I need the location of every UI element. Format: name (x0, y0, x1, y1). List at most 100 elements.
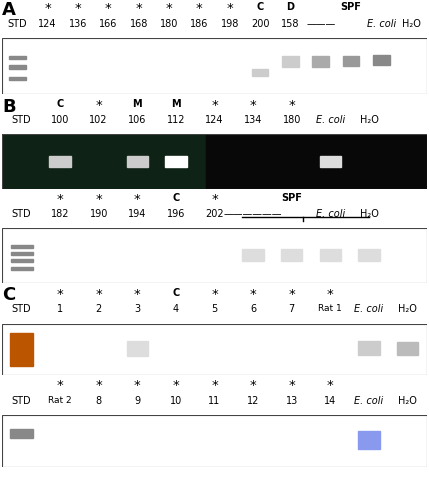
Text: 1: 1 (57, 304, 63, 314)
Text: 182: 182 (51, 209, 69, 219)
Text: 11: 11 (208, 396, 221, 406)
Bar (281, 249, 302, 261)
Text: *: * (196, 2, 203, 15)
Text: *: * (211, 192, 218, 205)
Text: *: * (250, 379, 257, 392)
Bar (358, 249, 380, 261)
Text: 158: 158 (281, 19, 299, 29)
Text: *: * (327, 379, 334, 392)
Text: 200: 200 (251, 19, 269, 29)
Text: Rat 1: Rat 1 (318, 304, 342, 314)
Text: 106: 106 (128, 115, 146, 125)
Text: *: * (57, 288, 63, 300)
Bar (397, 342, 418, 355)
Bar (358, 341, 380, 355)
Text: STD: STD (12, 304, 31, 314)
Text: 112: 112 (166, 115, 185, 125)
Text: *: * (57, 379, 63, 392)
Text: *: * (288, 98, 295, 112)
Bar (373, 56, 390, 65)
Text: E. coli: E. coli (354, 304, 384, 314)
Text: *: * (211, 379, 218, 392)
Text: 10: 10 (170, 396, 182, 406)
Text: *: * (288, 379, 295, 392)
Text: *: * (95, 192, 102, 205)
Text: 6: 6 (250, 304, 256, 314)
Text: 180: 180 (283, 115, 301, 125)
Text: 124: 124 (39, 19, 57, 29)
Text: 134: 134 (244, 115, 262, 125)
Text: C: C (57, 98, 63, 108)
Text: *: * (95, 288, 102, 300)
Text: 180: 180 (160, 19, 178, 29)
Bar (320, 249, 341, 261)
Text: *: * (135, 2, 142, 15)
Text: E. coli: E. coli (316, 209, 345, 219)
Text: *: * (211, 288, 218, 300)
Text: 5: 5 (211, 304, 218, 314)
Bar (9, 66, 27, 68)
Bar (282, 56, 299, 67)
Text: 186: 186 (190, 19, 208, 29)
Text: 198: 198 (221, 19, 239, 29)
Text: STD: STD (12, 396, 31, 406)
Bar (320, 156, 341, 166)
Text: *: * (327, 288, 334, 300)
Bar (11, 244, 33, 248)
Text: SPF: SPF (341, 2, 362, 12)
Text: C: C (257, 2, 264, 12)
Text: 2: 2 (96, 304, 102, 314)
Text: 190: 190 (90, 209, 108, 219)
Text: 196: 196 (167, 209, 185, 219)
Bar (11, 252, 33, 254)
Text: ——————: —————— (224, 209, 282, 219)
Text: H₂O: H₂O (360, 209, 378, 219)
Bar (343, 56, 360, 66)
Text: *: * (95, 98, 102, 112)
Bar (2, 134, 206, 188)
Text: *: * (134, 288, 141, 300)
Bar (165, 248, 187, 262)
Bar (206, 134, 427, 188)
Text: E. coli: E. coli (354, 396, 384, 406)
Text: 9: 9 (134, 396, 140, 406)
Bar (242, 249, 264, 261)
Text: 100: 100 (51, 115, 69, 125)
Text: 8: 8 (96, 396, 102, 406)
Text: *: * (134, 192, 141, 205)
Text: *: * (44, 2, 51, 15)
Bar (252, 68, 269, 76)
Text: *: * (166, 2, 172, 15)
Text: STD: STD (12, 115, 31, 125)
Text: C: C (172, 288, 179, 298)
Text: *: * (250, 288, 257, 300)
Bar (9, 76, 27, 80)
Text: D: D (286, 2, 294, 12)
Text: C: C (2, 286, 15, 304)
Text: H₂O: H₂O (360, 115, 378, 125)
Text: 202: 202 (205, 209, 224, 219)
Bar (10, 428, 33, 438)
Text: 102: 102 (89, 115, 108, 125)
Text: A: A (2, 1, 16, 19)
Text: C: C (172, 192, 179, 202)
Text: Rat 2: Rat 2 (48, 396, 72, 405)
Text: E. coli: E. coli (367, 19, 396, 29)
Text: M: M (171, 98, 181, 108)
Bar (127, 156, 148, 166)
Text: 14: 14 (324, 396, 336, 406)
Text: *: * (288, 288, 295, 300)
Text: *: * (226, 2, 233, 15)
Text: STD: STD (7, 19, 27, 29)
Text: *: * (172, 379, 179, 392)
Text: *: * (134, 379, 141, 392)
Bar (9, 56, 27, 59)
Text: B: B (2, 98, 16, 116)
Text: H₂O: H₂O (398, 304, 417, 314)
Text: 3: 3 (134, 304, 140, 314)
Text: *: * (105, 2, 112, 15)
Text: 136: 136 (69, 19, 87, 29)
Text: E. coli: E. coli (316, 115, 345, 125)
Text: *: * (95, 379, 102, 392)
Text: 168: 168 (130, 19, 148, 29)
